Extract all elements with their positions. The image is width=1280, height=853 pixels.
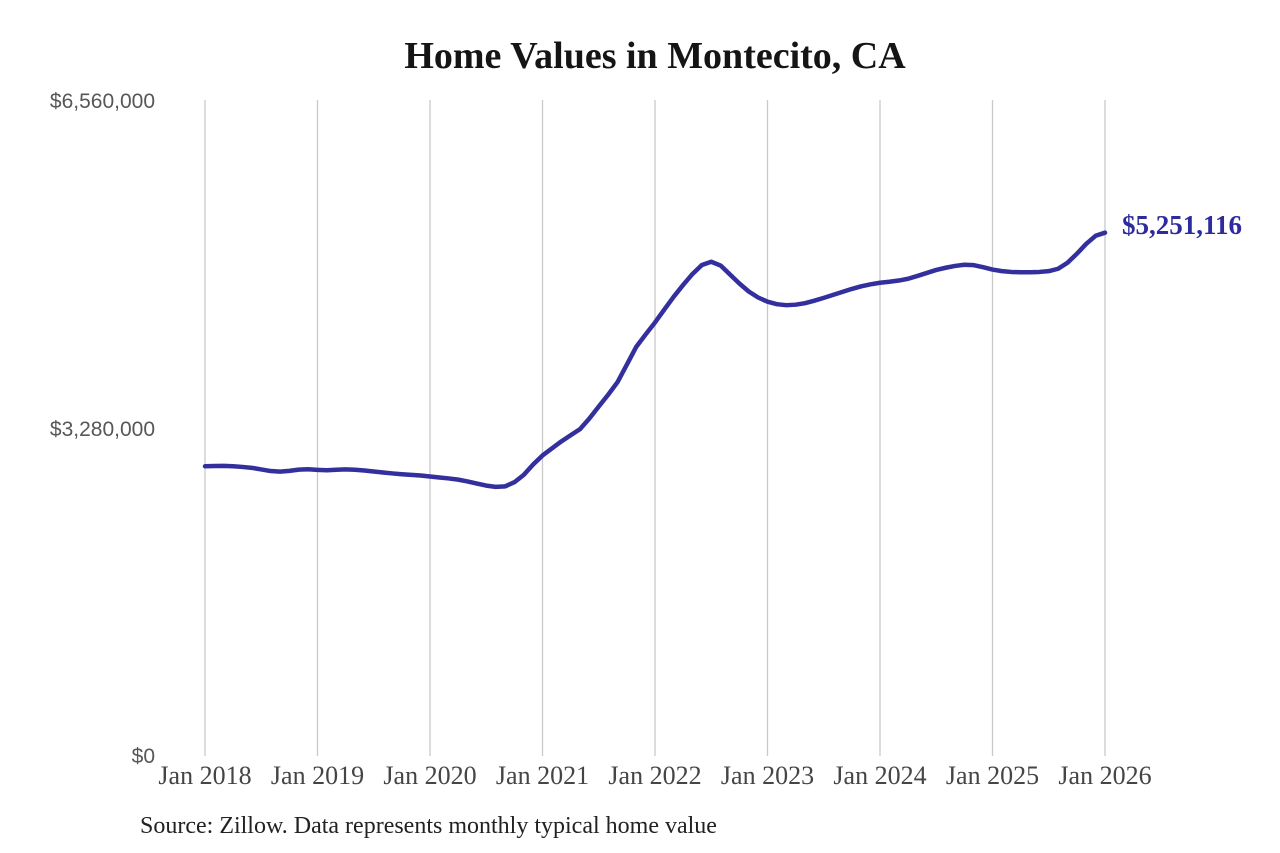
y-tick-label: $3,280,000 [49, 417, 155, 441]
x-tick-label: Jan 2025 [945, 761, 1040, 790]
source-note: Source: Zillow. Data represents monthly … [140, 813, 717, 839]
latest-value-label: $5,251,116 [1122, 210, 1243, 240]
y-tick-label: $0 [131, 745, 155, 768]
chart-title: Home Values in Montecito, CA [404, 35, 906, 77]
x-tick-label: Jan 2026 [1058, 761, 1152, 790]
x-tick-label: Jan 2022 [608, 761, 702, 790]
x-tick-label: Jan 2019 [270, 761, 365, 790]
x-tick-label: Jan 2021 [495, 761, 590, 790]
x-tick-label: Jan 2023 [720, 761, 815, 790]
y-tick-label: $6,560,000 [49, 90, 155, 113]
home-value-line [202, 230, 1108, 490]
x-tick-label: Jan 2018 [158, 761, 252, 790]
x-tick-label: Jan 2024 [833, 761, 927, 790]
x-tick-label: Jan 2020 [383, 761, 477, 790]
